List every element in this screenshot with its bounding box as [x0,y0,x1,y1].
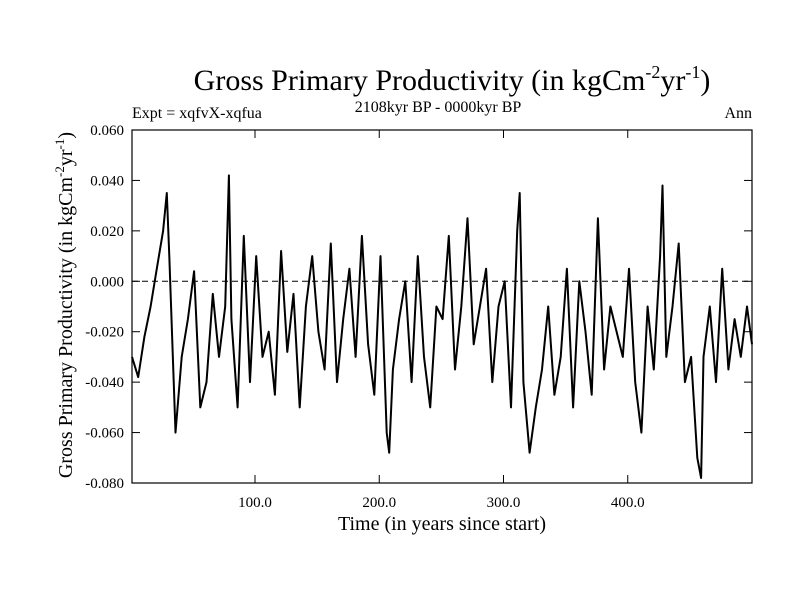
y-axis-label-sup2: -1 [52,139,67,150]
series-line-0 [131,174,753,479]
plot-frame [131,129,753,484]
y-tick-label: -0.020 [85,325,124,341]
subtitle-experiment: Expt = xqfvX-xqfua [132,105,262,122]
y-axis-label-main: Gross Primary Productivity (in kgCm [55,177,77,479]
y-tick-label: 0.020 [90,224,124,240]
x-tick-label: 300.0 [487,495,521,511]
y-axis-label-mid: yr [55,149,77,166]
x-tick-label: 400.0 [611,495,645,511]
y-axis-label-close: ) [55,132,77,139]
y-tick-label: 0.040 [90,173,124,189]
y-tick-label: 0.000 [90,274,124,290]
y-axis-label: Gross Primary Productivity (in kgCm-2yr-… [52,132,77,478]
x-axis-label: Time (in years since start) [338,513,546,535]
chart-title-close: ) [700,64,710,97]
y-tick-label: 0.060 [90,123,124,139]
y-tick-label: -0.080 [85,476,124,492]
x-tick-label: 200.0 [362,495,396,511]
subtitle-season: Ann [724,105,752,122]
chart-title-main: Gross Primary Productivity (in kgCm [194,64,646,97]
y-axis-label-sup1: -2 [52,166,67,177]
x-tick-label: 100.0 [238,495,272,511]
subtitle-period: 2108kyr BP - 0000kyr BP [355,99,522,116]
chart-title-sup2: -1 [685,62,700,82]
chart-title: Gross Primary Productivity (in kgCm-2yr-… [194,62,711,97]
y-tick-label: -0.060 [85,426,124,442]
chart-title-mid: yr [660,64,685,97]
y-tick-label: -0.040 [85,375,124,391]
chart-title-sup1: -2 [645,62,660,82]
